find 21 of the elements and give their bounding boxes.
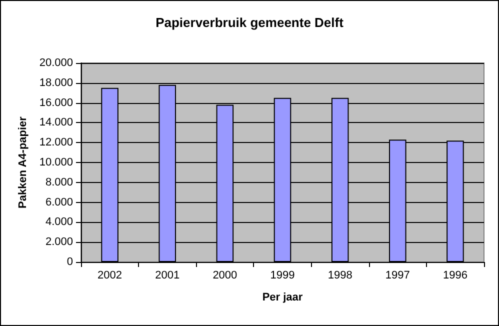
- y-tick-label: 0: [66, 256, 73, 268]
- y-tick-label: 6.000: [45, 196, 73, 208]
- x-tick-label: 2002: [98, 270, 122, 282]
- y-tick-label: 10.000: [39, 156, 73, 168]
- chart-title: Papierverbruik gemeente Delft: [156, 15, 344, 30]
- x-tick-label: 2001: [155, 270, 180, 282]
- x-tick-label: 1996: [442, 270, 468, 282]
- y-tick-label: 20.000: [39, 57, 73, 69]
- x-axis-title: Per jaar: [262, 292, 304, 304]
- x-tick-label: 1999: [270, 270, 295, 282]
- y-tick-label: 2.000: [45, 236, 73, 248]
- x-tick-label: 1997: [385, 270, 410, 282]
- y-tick-label: 16.000: [39, 96, 73, 109]
- y-axis-title: Pakken A4-papier: [16, 116, 29, 208]
- y-tick-label: 4.000: [45, 216, 73, 228]
- y-tick-label: 8.000: [45, 176, 73, 188]
- y-tick-label: 12.000: [39, 136, 73, 149]
- y-tick-label: 14.000: [39, 116, 73, 129]
- x-tick-label: 1998: [328, 270, 352, 282]
- y-tick-label: 18.000: [39, 76, 73, 89]
- x-tick-label: 2000: [212, 270, 238, 282]
